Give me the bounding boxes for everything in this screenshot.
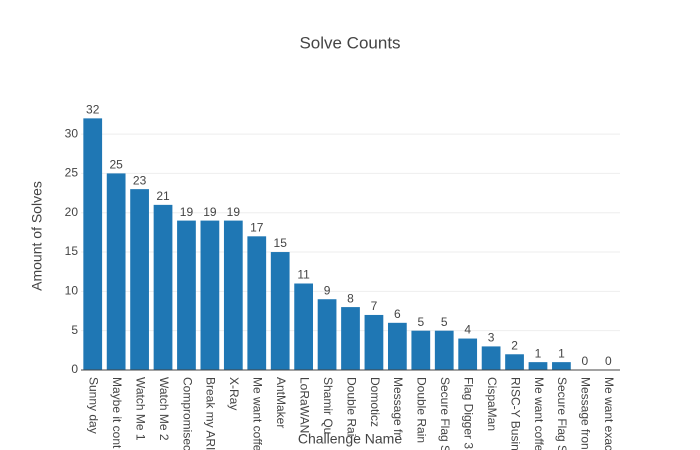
value-label: 15	[274, 236, 288, 250]
bar	[552, 362, 571, 370]
chart-title: Solve Counts	[299, 33, 400, 52]
bar	[364, 314, 384, 370]
x-tick-label: Double Rai	[344, 377, 358, 436]
x-tick-label: Shamir Qu	[321, 377, 335, 434]
value-label: 0	[582, 354, 589, 368]
value-label: 5	[417, 315, 424, 329]
x-tick-label: Break my ARI	[204, 377, 218, 450]
bar	[481, 346, 501, 370]
y-tick-label: 10	[65, 284, 79, 298]
bar	[294, 283, 314, 370]
x-tick-label: Domoticz	[368, 377, 382, 427]
value-label: 5	[441, 315, 448, 329]
value-label: 19	[180, 205, 194, 219]
x-tick-label: X-Ray	[227, 377, 241, 410]
bar	[528, 362, 548, 370]
value-label: 9	[324, 283, 331, 297]
x-axis-title: Challenge Name	[298, 431, 402, 447]
value-label: 23	[133, 173, 147, 187]
bar	[270, 252, 290, 370]
bar	[505, 354, 524, 370]
bar	[223, 220, 243, 370]
y-tick-label: 15	[65, 244, 79, 258]
value-label: 7	[371, 299, 378, 313]
value-label: 19	[227, 205, 241, 219]
value-label: 0	[605, 354, 612, 368]
x-tick-label: Me want coffe	[251, 377, 265, 450]
bar	[341, 307, 360, 370]
bar	[458, 338, 478, 370]
value-label: 1	[535, 346, 542, 360]
bar	[177, 220, 196, 370]
y-tick-label: 30	[65, 126, 79, 140]
x-tick-label: Secure Flag S	[438, 377, 452, 450]
bar	[387, 322, 407, 370]
value-label: 1	[558, 346, 565, 360]
value-label: 32	[86, 103, 100, 117]
x-tick-label: LoRaWAN	[297, 377, 311, 433]
bar	[130, 189, 149, 370]
value-label: 25	[109, 158, 123, 172]
value-label: 21	[156, 189, 170, 203]
x-tick-label: Maybe it cont	[110, 377, 124, 449]
x-tick-label: Message fr	[391, 377, 405, 436]
value-label: 2	[511, 338, 518, 352]
x-tick-label: RISC-Y Busin	[508, 377, 522, 450]
y-tick-label: 5	[71, 323, 78, 337]
bar	[106, 173, 126, 370]
y-axis-title: Amount of Solves	[29, 181, 45, 291]
value-label: 4	[464, 323, 471, 337]
value-label: 11	[297, 268, 310, 282]
x-tick-label: Flag Digger 3	[462, 377, 476, 449]
x-tick-label: Me want coffe	[532, 377, 546, 450]
bar	[200, 220, 220, 370]
value-label: 17	[250, 220, 264, 234]
value-label: 6	[394, 307, 401, 321]
value-label: 19	[203, 205, 217, 219]
x-tick-label: Double Rain	[415, 377, 429, 443]
bar	[153, 204, 173, 370]
x-tick-label: CispaMan	[485, 377, 499, 431]
x-tick-label: AntMaker	[274, 377, 288, 428]
bar	[83, 118, 103, 370]
bar	[411, 330, 431, 370]
bar	[434, 330, 454, 370]
x-tick-label: Message fron	[579, 377, 593, 450]
value-label: 3	[488, 331, 495, 345]
y-tick-label: 25	[65, 166, 79, 180]
bar	[247, 236, 267, 370]
y-tick-label: 20	[65, 205, 79, 219]
value-label: 8	[347, 291, 354, 305]
x-tick-label: Compromisec	[180, 377, 194, 450]
x-tick-label: Watch Me 1	[133, 377, 147, 441]
y-tick-label: 0	[71, 362, 78, 376]
x-tick-label: Sunny day	[87, 377, 101, 434]
x-tick-label: Me want exac	[602, 377, 616, 450]
x-tick-label: Watch Me 2	[157, 377, 171, 441]
bar	[317, 299, 337, 370]
x-tick-label: Secure Flag S	[555, 377, 569, 450]
